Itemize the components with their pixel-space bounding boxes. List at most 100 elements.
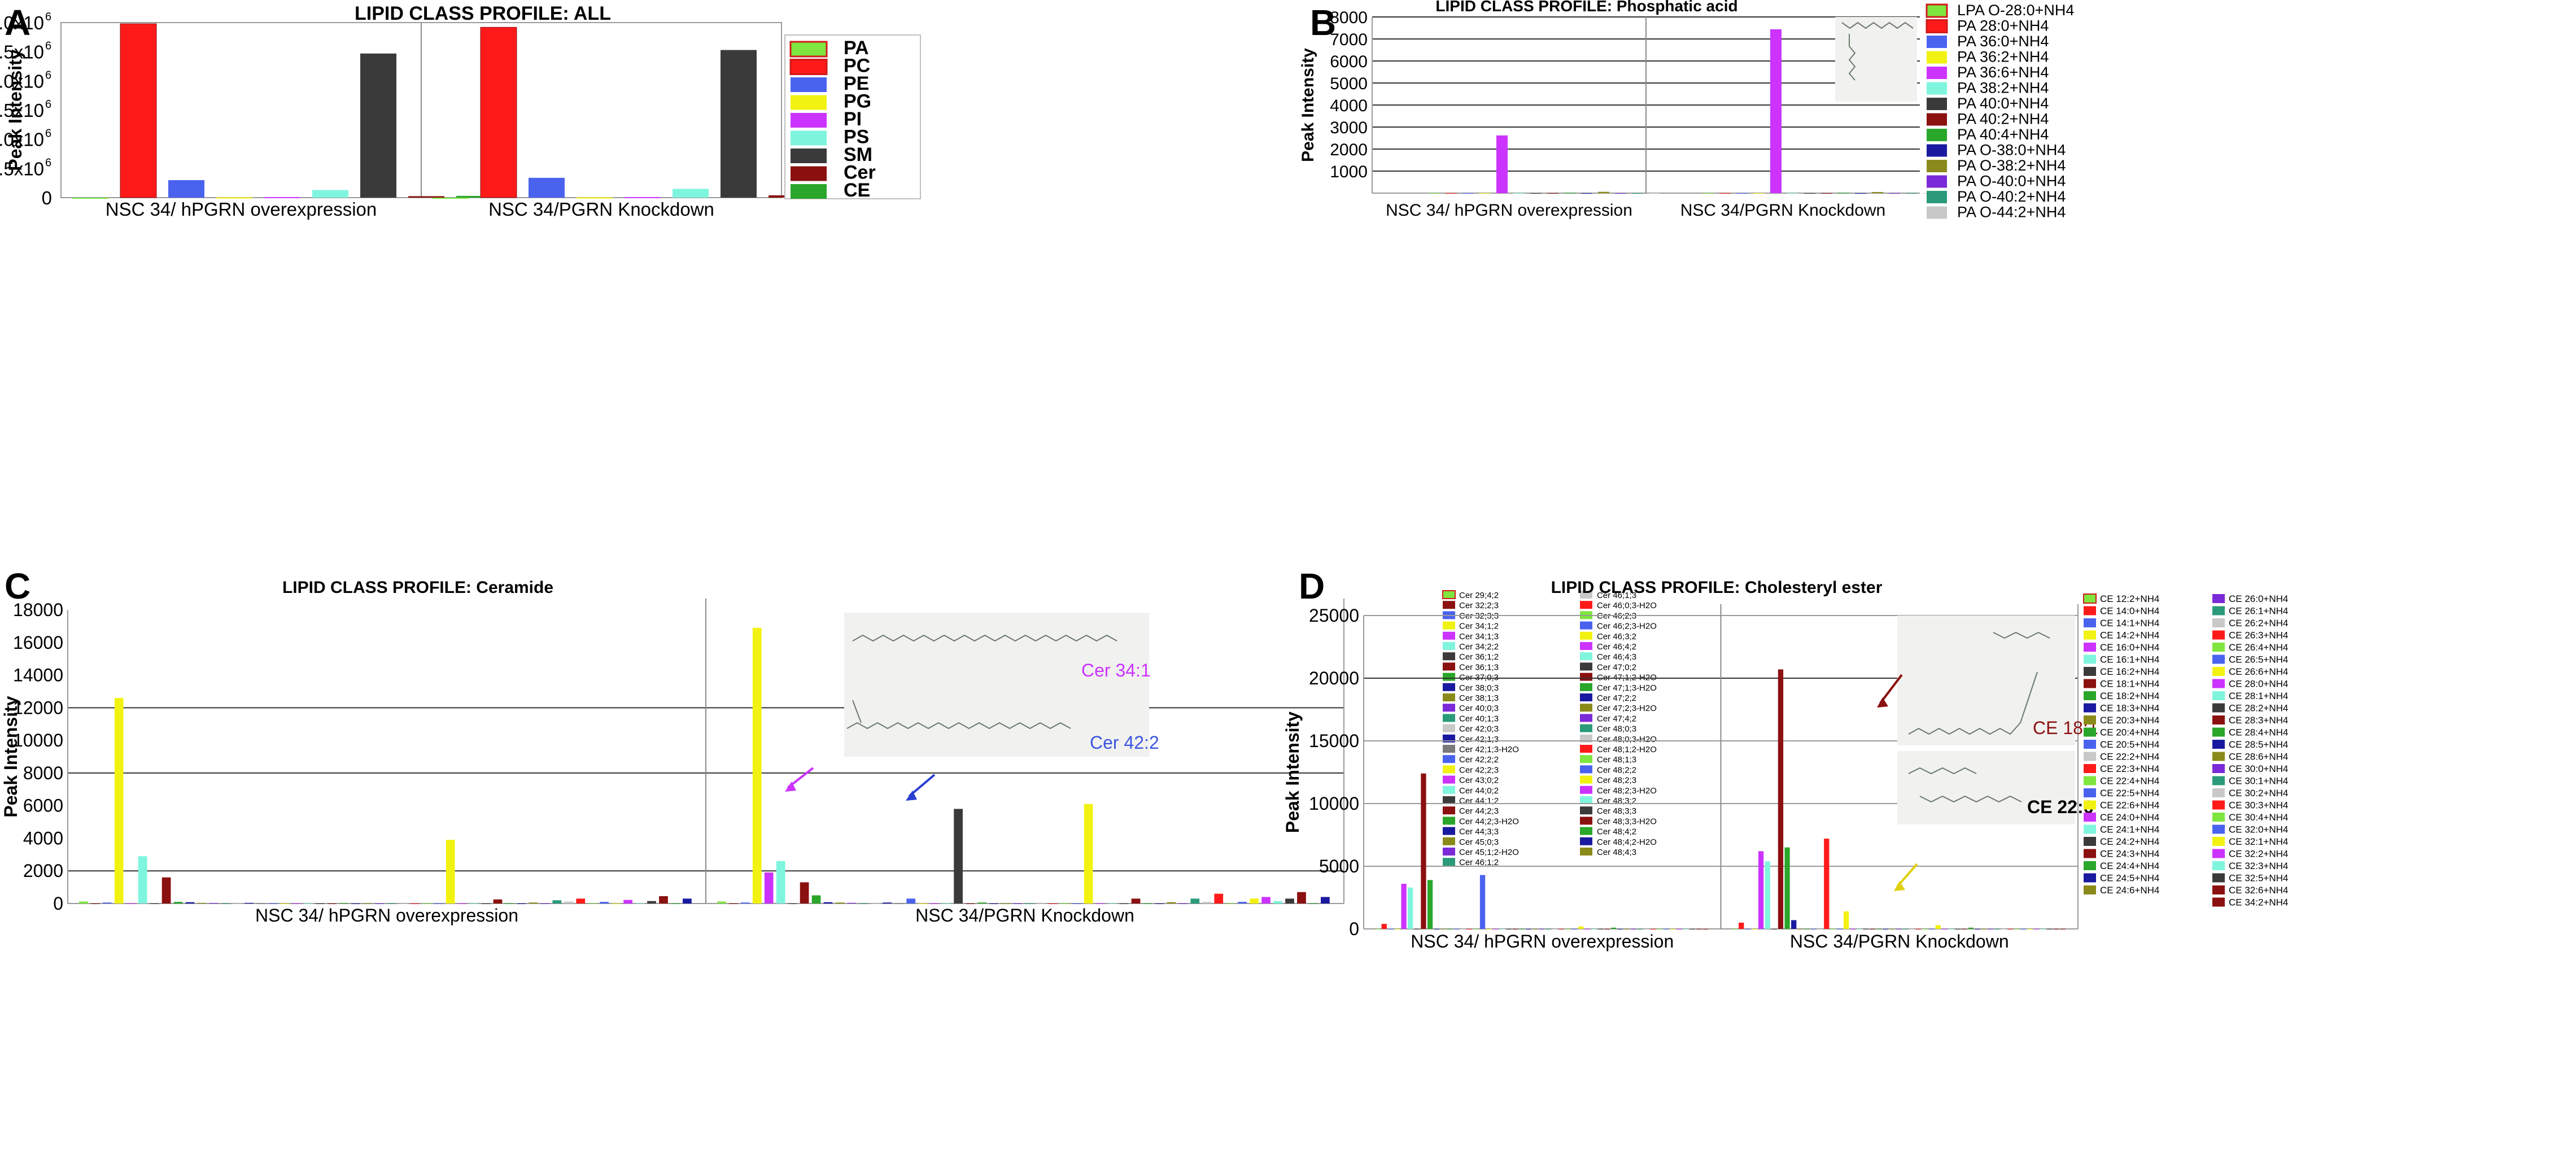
legend-label: CE 20:5+NH4: [2100, 739, 2159, 750]
y-tick-label: 14000: [13, 665, 63, 686]
legend-swatch: [1443, 765, 1455, 774]
panel-c: C LIPID CLASS PROFILE: Ceramide 0 2000 4000 6…: [1, 566, 1657, 926]
y-tick-label: 3000: [1330, 119, 1368, 137]
bar: [1261, 897, 1270, 904]
legend-label: CE 32:5+NH4: [2229, 873, 2288, 884]
legend-label: CE 22:4+NH4: [2100, 776, 2159, 787]
legend-label: PA: [844, 37, 869, 59]
legend-label: PG: [844, 91, 871, 112]
bar: [1190, 898, 1200, 904]
panel-b: B LIPID CLASS PROFILE: Phosphatic acid 100…: [1299, 0, 2074, 221]
y-tick-label: 4000: [1330, 97, 1368, 115]
y-axis-label: Peak Intensity: [5, 49, 25, 171]
legend-label: CE 24:0+NH4: [2100, 812, 2159, 823]
legend-label: Cer 34;2;2: [1459, 642, 1499, 652]
bar: [1496, 135, 1508, 193]
bar: [623, 900, 632, 904]
legend-label: CE 32:6+NH4: [2229, 885, 2288, 896]
legend-label: CE 28:6+NH4: [2229, 752, 2288, 762]
legend-swatch: [2084, 861, 2096, 870]
legend-label: Cer 40;1;3: [1459, 714, 1499, 723]
legend-swatch: [791, 149, 827, 163]
legend-label: PA O-40:0+NH4: [1957, 173, 2066, 190]
y-tick-label: 8000: [1330, 8, 1368, 27]
y-tick-label: 10000: [1309, 793, 1359, 814]
legend-swatch: [2084, 813, 2096, 822]
legend-label: PI: [844, 108, 862, 130]
legend-swatch: [2084, 776, 2096, 785]
legend-swatch: [2084, 740, 2096, 749]
legend-swatch: [1443, 631, 1455, 640]
legend-swatch: [1443, 652, 1455, 661]
legend-label: Cer 48;3;3: [1597, 806, 1636, 816]
legend-swatch: [1580, 662, 1592, 671]
legend-swatch: [2084, 654, 2096, 664]
legend-label: CE 24:5+NH4: [2100, 873, 2159, 884]
legend-swatch: [1927, 98, 1947, 110]
legend-label: Cer 44;2;3: [1459, 806, 1499, 816]
chart-title: LIPID CLASS PROFILE: Cholesteryl ester: [1551, 578, 1883, 597]
legend-swatch: [1926, 3, 1948, 18]
legend-label: Cer 44;0;2: [1459, 786, 1499, 796]
structure-drawing: [1908, 631, 2050, 735]
bar: [1935, 925, 1941, 929]
legend-label: CE 30:1+NH4: [2229, 776, 2288, 787]
legend-label: Cer 42;0;3: [1459, 724, 1499, 734]
bar: [764, 872, 774, 904]
bar: [1739, 922, 1744, 929]
legend-swatch: [2084, 764, 2096, 773]
arrow-head: [1894, 881, 1905, 891]
bar: [1778, 669, 1784, 929]
legend-label: Cer 46;4;3: [1597, 652, 1636, 662]
y-tick-exponent: 6: [45, 156, 51, 169]
bar: [408, 196, 444, 198]
bar: [906, 898, 916, 904]
bar: [120, 23, 157, 198]
bar: [197, 902, 207, 904]
legend-swatch: [1443, 785, 1455, 794]
legend-label: CE 12:2+NH4: [2100, 593, 2159, 604]
structure-drawing: [1841, 21, 1914, 81]
bar: [1844, 911, 1849, 929]
y-tick-label: 0: [42, 187, 52, 208]
bar: [717, 901, 726, 904]
legend-label: Cer 46;2;3-H2O: [1597, 622, 1657, 631]
legend-label: CE 16:0+NH4: [2100, 642, 2159, 653]
legend-swatch: [2084, 849, 2096, 858]
bar: [1598, 191, 1609, 193]
bar: [552, 900, 562, 904]
bar: [1547, 193, 1558, 194]
y-axis-label: Peak Intensity: [1299, 48, 1317, 162]
bar: [811, 895, 821, 904]
legend-swatch: [1443, 621, 1455, 630]
legend-label: Cer 46;1;3: [1597, 591, 1636, 600]
legend-swatch: [1580, 601, 1592, 609]
legend-swatch: [2212, 703, 2225, 713]
bar: [480, 27, 517, 198]
legend-swatch: [2212, 727, 2225, 737]
legend-label: Cer 47;2;2: [1597, 693, 1636, 703]
bar: [529, 902, 538, 904]
legend-swatch: [2212, 776, 2225, 785]
bar: [1765, 861, 1770, 929]
legend-swatch: [1927, 113, 1947, 126]
bar: [79, 901, 88, 904]
x-tick-label: NSC 34/ hPGRN overexpression: [1386, 201, 1632, 220]
annotation-cer-42-2: Cer 42:2: [1090, 732, 1159, 753]
legend-swatch: [1927, 36, 1947, 48]
legend-swatch: [2084, 691, 2096, 700]
legend-swatch: [2212, 715, 2225, 724]
legend-swatch: [791, 95, 827, 110]
legend-label: Cer 43;0;2: [1459, 776, 1499, 785]
legend-label: Cer 47;2;3-H2O: [1597, 704, 1657, 713]
legend-swatch: [1580, 775, 1592, 784]
legend-swatch: [2084, 788, 2096, 797]
bar: [1214, 893, 1224, 904]
y-tick-label: 3.0x10: [0, 12, 44, 33]
legend-label: CE 28:0+NH4: [2229, 679, 2288, 689]
legend-swatch: [2084, 667, 2096, 676]
legend-swatch: [1580, 765, 1592, 774]
legend-label: Cer 48;1;3: [1597, 755, 1636, 765]
legend-label: Cer 48;4;2-H2O: [1597, 837, 1657, 847]
legend-label: CE 30:3+NH4: [2229, 800, 2288, 811]
